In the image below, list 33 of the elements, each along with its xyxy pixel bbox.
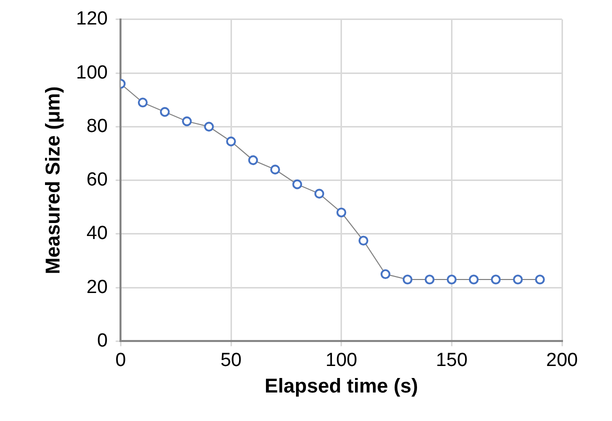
y-tick-label: 120 xyxy=(76,8,108,30)
y-tick-label: 40 xyxy=(86,223,108,244)
y-tick-label: 80 xyxy=(86,116,108,137)
y-tick-label: 20 xyxy=(86,276,108,298)
point xyxy=(292,179,302,190)
x-tick-label: 0 xyxy=(115,350,126,371)
x-tick-label: 50 xyxy=(220,350,242,371)
point xyxy=(270,164,280,174)
point xyxy=(336,208,346,218)
point xyxy=(204,122,214,132)
point xyxy=(248,155,258,166)
point xyxy=(490,274,501,284)
point xyxy=(535,274,545,284)
y-tick-label: 100 xyxy=(76,62,108,84)
y-axis-title: Measured Size (μm) xyxy=(42,86,65,274)
x-tick-label: 150 xyxy=(436,350,468,371)
point xyxy=(182,116,192,126)
point xyxy=(138,98,148,108)
point xyxy=(402,274,412,284)
point xyxy=(468,274,479,284)
point xyxy=(512,274,523,284)
x-tick-label: 200 xyxy=(546,350,578,371)
point xyxy=(160,107,170,117)
point xyxy=(424,274,435,284)
point xyxy=(446,274,457,284)
y-tick-label: 0 xyxy=(97,330,108,352)
x-tick-label: 100 xyxy=(326,350,358,371)
point xyxy=(358,236,368,246)
point xyxy=(380,269,390,280)
point xyxy=(226,136,236,146)
y-tick-label: 60 xyxy=(86,170,108,191)
point xyxy=(314,188,324,199)
x-axis-title: Elapsed time (s) xyxy=(264,376,418,398)
